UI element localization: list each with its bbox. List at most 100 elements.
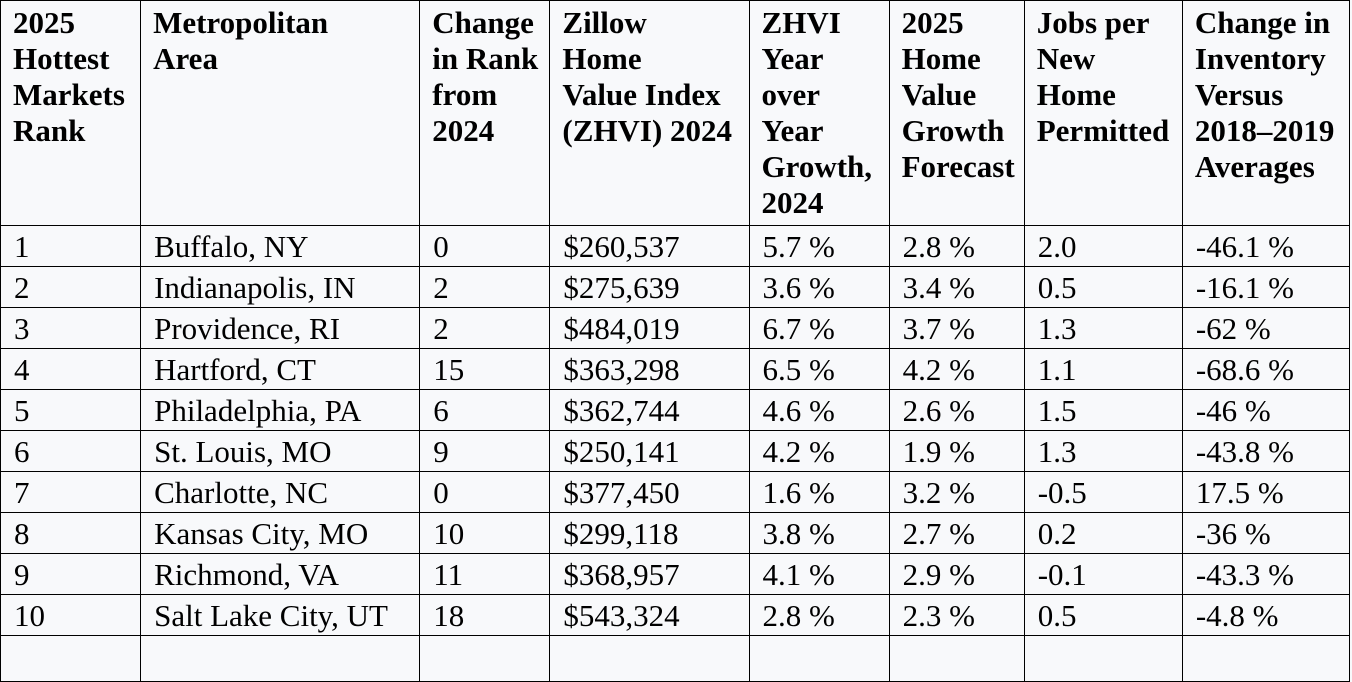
table-cell	[888, 635, 1025, 682]
table-cell: 2	[0, 266, 142, 308]
table-cell: 1.9 %	[888, 430, 1025, 472]
table-cell: 6.5 %	[748, 348, 890, 390]
table-cell: $260,537	[549, 225, 750, 267]
table-cell: 3.8 %	[748, 512, 890, 554]
table-row: 8 Kansas City, MO 10 $299,118 3.8 % 2.7 % 0.2-…	[0, 512, 1351, 554]
table-cell: 0	[419, 225, 551, 267]
table-cell: Kansas City, MO	[140, 512, 421, 554]
table-cell: Charlotte, NC	[140, 471, 421, 513]
table-cell: 8	[0, 512, 142, 554]
table-cell: -43.8 %	[1181, 430, 1351, 472]
col-header-jobs-per-home: Jobs per New Home Permitted	[1023, 0, 1183, 226]
table-row-partial	[0, 635, 1351, 682]
table-cell	[1181, 635, 1351, 682]
table-cell: 3	[0, 307, 142, 349]
table-cell: 3.2 %	[888, 471, 1025, 513]
table-cell: -46 %	[1181, 389, 1351, 431]
table-cell: 1.5	[1023, 389, 1183, 431]
table-cell: 1.6 %	[748, 471, 890, 513]
table-cell: Buffalo, NY	[140, 225, 421, 267]
table-cell	[748, 635, 890, 682]
table-cell: 2.7 %	[888, 512, 1025, 554]
table-cell: 6.7 %	[748, 307, 890, 349]
table-cell: 9	[0, 553, 142, 595]
table-cell: -0.1	[1023, 553, 1183, 595]
table-cell: 2.6 %	[888, 389, 1025, 431]
table-cell: 10	[419, 512, 551, 554]
table-cell: 6	[0, 430, 142, 472]
header-row: 2025 Hottest Markets Rank Metropolitan A…	[0, 0, 1351, 226]
table-cell: $250,141	[549, 430, 750, 472]
table-cell: 4.2 %	[748, 430, 890, 472]
table-cell: 2	[419, 266, 551, 308]
table-row: 6 St. Louis, MO 9 $250,141 4.2 % 1.9 % 1.3 -43.…	[0, 430, 1351, 472]
table-cell: 1	[0, 225, 142, 267]
col-header-zhvi-yoy-growth: ZHVI Year over Year Growth, 2024	[748, 0, 890, 226]
table-cell	[1023, 635, 1183, 682]
table-cell: 0.5	[1023, 266, 1183, 308]
table-cell: 18	[419, 594, 551, 636]
table-cell: 3.4 %	[888, 266, 1025, 308]
table-cell: 0.5	[1023, 594, 1183, 636]
table-cell: Richmond, VA	[140, 553, 421, 595]
table-cell: -16.1 %	[1181, 266, 1351, 308]
table-cell: 1.3	[1023, 307, 1183, 349]
table-cell: 3.7 %	[888, 307, 1025, 349]
table-cell: 2.8 %	[888, 225, 1025, 267]
table-cell	[549, 635, 750, 682]
col-header-rank: 2025 Hottest Markets Rank	[0, 0, 142, 226]
col-header-rank-change: Change in Rank from 2024	[419, 0, 551, 226]
table-cell: $362,744	[549, 389, 750, 431]
table-cell: 15	[419, 348, 551, 390]
table-cell: 7	[0, 471, 142, 513]
table-cell: -0.5	[1023, 471, 1183, 513]
table-cell: 10	[0, 594, 142, 636]
table-row: 1 Buffalo, NY 0 $260,537 5.7 % 2.8 % 2.0 -46.1 …	[0, 225, 1351, 267]
table-cell: $377,450	[549, 471, 750, 513]
table-cell: $299,118	[549, 512, 750, 554]
table-cell	[0, 635, 142, 682]
table-row: 7 Charlotte, NC 0 $377,450 1.6 % 3.2 % -0.5 17.…	[0, 471, 1351, 513]
table-cell: $275,639	[549, 266, 750, 308]
table-cell: 2.3 %	[888, 594, 1025, 636]
table-cell	[419, 635, 551, 682]
table-cell: -43.3 %	[1181, 553, 1351, 595]
table-cell: $368,957	[549, 553, 750, 595]
table-cell: -4.8 %	[1181, 594, 1351, 636]
table-cell: 0	[419, 471, 551, 513]
table-cell: Philadelphia, PA	[140, 389, 421, 431]
table-cell: 2.0	[1023, 225, 1183, 267]
table-cell: 9	[419, 430, 551, 472]
table-cell: 17.5 %	[1181, 471, 1351, 513]
table-cell: $543,324	[549, 594, 750, 636]
table-cell: 4.1 %	[748, 553, 890, 595]
table-cell: Hartford, CT	[140, 348, 421, 390]
table-cell: 2.9 %	[888, 553, 1025, 595]
col-header-zhvi: Zillow Home Value Index (ZHVI) 2024	[549, 0, 750, 226]
table-cell: Indianapolis, IN	[140, 266, 421, 308]
table-cell: 4.2 %	[888, 348, 1025, 390]
table-cell: $484,019	[549, 307, 750, 349]
table-row: 4 Hartford, CT 15 $363,298 6.5 % 4.2 % 1.1 -68.…	[0, 348, 1351, 390]
table-cell	[140, 635, 421, 682]
table-cell: -46.1 %	[1181, 225, 1351, 267]
table-row: 2 Indianapolis, IN 2 $275,639 3.6 % 3.4 % 0.5-…	[0, 266, 1351, 308]
table-row: 3 Providence, RI 2 $484,019 6.7 % 3.7 % 1.3 -62…	[0, 307, 1351, 349]
table-cell: -62 %	[1181, 307, 1351, 349]
table-cell: -36 %	[1181, 512, 1351, 554]
table-row: 9 Richmond, VA 11 $368,957 4.1 % 2.9 % -0.1 -43…	[0, 553, 1351, 595]
table-cell: 11	[419, 553, 551, 595]
table-cell: 1.1	[1023, 348, 1183, 390]
table-cell: 2.8 %	[748, 594, 890, 636]
table-cell: 0.2	[1023, 512, 1183, 554]
table-cell: 2	[419, 307, 551, 349]
table-cell: 6	[419, 389, 551, 431]
table-row: 10 Salt Lake City, UT 18 $543,324 2.8 % 2.3 %…	[0, 594, 1351, 636]
table-cell: 1.3	[1023, 430, 1183, 472]
col-header-metro-area: Metropolitan Area	[140, 0, 421, 226]
table-cell: Salt Lake City, UT	[140, 594, 421, 636]
table-cell: 5	[0, 389, 142, 431]
table-cell: 5.7 %	[748, 225, 890, 267]
table-cell: $363,298	[549, 348, 750, 390]
table-row: 5 Philadelphia, PA 6 $362,744 4.6 % 2.6 % 1.5-…	[0, 389, 1351, 431]
